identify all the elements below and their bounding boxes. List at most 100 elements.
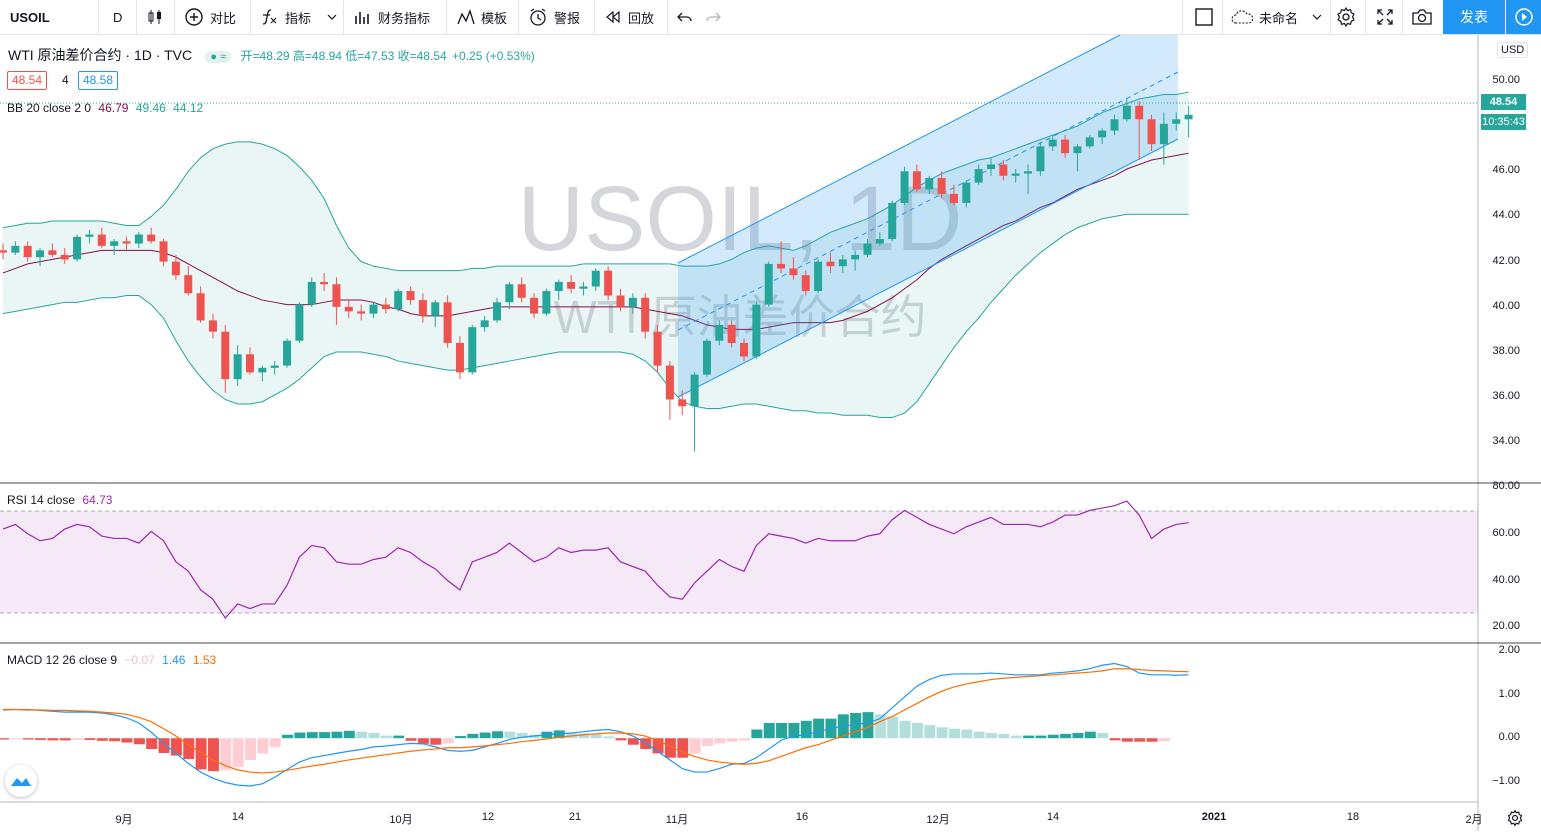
candle-body bbox=[987, 164, 995, 170]
candle-body bbox=[665, 365, 674, 400]
bb-legend[interactable]: BB 20 close 2 0 46.79 49.46 44.12 bbox=[7, 101, 203, 115]
macd-axis-label: 2.00 bbox=[1498, 644, 1520, 657]
price-axis-label: 34.00 bbox=[1492, 435, 1520, 448]
publish-label: 发表 bbox=[1460, 9, 1488, 25]
price-axis-label: 38.00 bbox=[1492, 345, 1520, 358]
macd-histogram-bar bbox=[726, 738, 738, 742]
bid-box[interactable]: 48.54 bbox=[7, 71, 48, 90]
layout-name-button[interactable]: 未命名 bbox=[1230, 0, 1322, 34]
templates-button[interactable]: 模板 bbox=[456, 0, 507, 34]
top-toolbar: USOIL D 对比 指标 财务指标 模板 警报 回放 bbox=[0, 0, 1541, 35]
macd-histogram-bar bbox=[961, 729, 973, 739]
macd-histogram-bar bbox=[739, 738, 750, 741]
macd-histogram-bar bbox=[306, 732, 318, 739]
candle bbox=[727, 320, 736, 348]
candle-body bbox=[604, 270, 613, 296]
parallel-channel[interactable] bbox=[677, 35, 1179, 398]
candle bbox=[332, 277, 341, 325]
time-axis-label: 12月 bbox=[926, 814, 950, 826]
alert-button[interactable]: 警报 bbox=[528, 0, 580, 34]
ask-box[interactable]: 48.58 bbox=[78, 71, 119, 90]
price-axis-label: 36.00 bbox=[1492, 390, 1520, 403]
rsi-legend[interactable]: RSI 14 close 64.73 bbox=[7, 493, 112, 507]
candle bbox=[85, 230, 94, 244]
snapshot-button[interactable] bbox=[1411, 0, 1433, 34]
candle-body bbox=[814, 261, 823, 292]
macd-legend[interactable]: MACD 12 26 close 9 −0.07 1.46 1.53 bbox=[7, 653, 216, 667]
candle bbox=[851, 250, 860, 271]
candle bbox=[480, 315, 489, 332]
indicators-button[interactable]: 指标 bbox=[260, 0, 337, 34]
price-axis-label: 50.00 bbox=[1492, 73, 1520, 86]
candle-body bbox=[1036, 146, 1045, 172]
settings-button[interactable] bbox=[1335, 0, 1357, 34]
macd-histogram-bar bbox=[615, 738, 627, 741]
interval-button[interactable]: D bbox=[113, 0, 122, 34]
candle bbox=[221, 324, 230, 393]
macd-histogram-bar bbox=[800, 720, 812, 739]
macd-histogram-bar bbox=[516, 732, 528, 739]
chevron-down-icon[interactable] bbox=[1312, 12, 1322, 22]
chart-type-button[interactable] bbox=[146, 0, 164, 34]
currency-badge[interactable]: USD bbox=[1497, 42, 1529, 58]
undo-button[interactable] bbox=[676, 0, 694, 34]
candle-body bbox=[0, 250, 7, 253]
candle-body bbox=[554, 281, 563, 292]
candle bbox=[1135, 101, 1144, 160]
symbol-title[interactable]: WTI 原油差价合约 · 1D · TVC bbox=[8, 47, 193, 63]
alarm-clock-icon bbox=[530, 8, 546, 26]
candle-body bbox=[1061, 139, 1070, 154]
candle-body bbox=[171, 261, 180, 276]
macd-histogram-bar bbox=[1121, 738, 1133, 742]
publish-button[interactable]: 发表 bbox=[1443, 0, 1505, 34]
candle bbox=[838, 254, 847, 273]
financials-button[interactable]: 财务指标 bbox=[353, 0, 430, 34]
candle-body bbox=[110, 241, 119, 246]
replay-label: 回放 bbox=[628, 10, 655, 26]
redo-button[interactable] bbox=[704, 0, 722, 34]
symbol-search[interactable]: USOIL bbox=[10, 0, 50, 34]
macd-histogram-bar bbox=[356, 731, 368, 739]
change-value: +0.25 (+0.53%) bbox=[452, 49, 535, 63]
time-axis-label: 18 bbox=[1346, 811, 1360, 823]
candle bbox=[752, 302, 761, 359]
candle bbox=[1172, 112, 1181, 131]
axis-settings-button[interactable] bbox=[1506, 809, 1524, 832]
fullscreen-toggle[interactable] bbox=[1194, 0, 1214, 34]
candle-body bbox=[381, 304, 390, 310]
replay-button[interactable]: 回放 bbox=[604, 0, 654, 34]
ohlc-values: 开=48.29 高=48.94 低=47.53 收=48.54 bbox=[240, 49, 447, 63]
expand-button[interactable] bbox=[1375, 0, 1395, 34]
candle bbox=[0, 243, 7, 260]
chevron-down-icon[interactable] bbox=[327, 12, 337, 22]
play-button[interactable] bbox=[1505, 0, 1541, 34]
macd-histogram-bar bbox=[47, 738, 59, 741]
candle bbox=[270, 361, 279, 375]
candle bbox=[258, 365, 267, 382]
chart-canvas[interactable]: USOIL, 1D WTI 原油差价合约 bbox=[0, 35, 1541, 831]
signal-line bbox=[3, 668, 1189, 774]
macd-histogram-bar bbox=[986, 732, 997, 739]
candle bbox=[406, 286, 415, 305]
financials-label: 财务指标 bbox=[378, 10, 431, 26]
last-price-tag: 48.54 bbox=[1481, 94, 1526, 110]
candle-body bbox=[912, 171, 921, 190]
macd-histogram-bar bbox=[1146, 738, 1158, 742]
candle-body bbox=[184, 275, 193, 294]
time-axis-label: 11月 bbox=[665, 814, 689, 826]
candle-body bbox=[1184, 114, 1193, 120]
candle bbox=[418, 293, 427, 323]
bb-lower-line bbox=[2, 213, 1189, 419]
candle bbox=[184, 266, 193, 296]
candle bbox=[1147, 114, 1156, 151]
compare-button[interactable]: 对比 bbox=[184, 0, 236, 34]
candle-body bbox=[974, 169, 983, 183]
tradingview-logo[interactable] bbox=[5, 765, 37, 797]
candle bbox=[604, 266, 613, 301]
macd-line bbox=[2, 662, 1189, 787]
macd-histogram-bar bbox=[640, 738, 652, 750]
currency-label: USD bbox=[1501, 44, 1525, 56]
status-badge[interactable]: ● ≈ bbox=[205, 51, 232, 63]
spread-label: 4 bbox=[62, 73, 69, 87]
macd-histogram-bar bbox=[294, 732, 306, 739]
